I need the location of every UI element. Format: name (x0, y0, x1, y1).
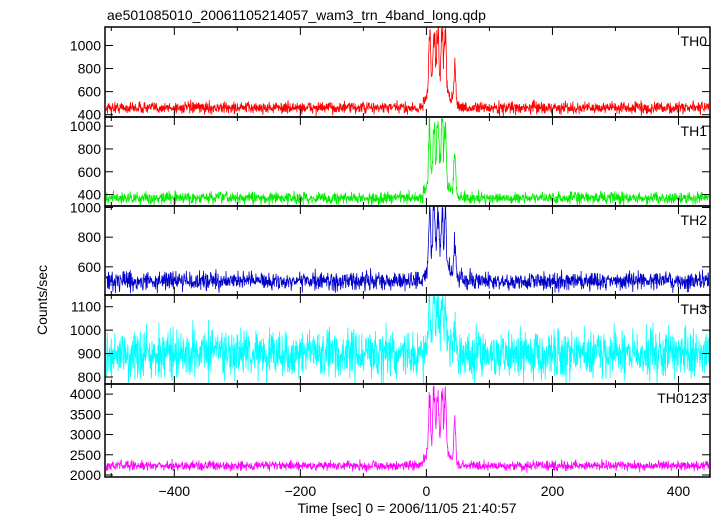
y-tick-label: 3000 (70, 427, 101, 443)
y-tick-label: 800 (78, 229, 102, 245)
y-tick-label: 900 (78, 346, 102, 362)
panels-group: 400 600 800 1000 TH0 400 600 800 1000 TH1 600 800 10… (70, 26, 711, 499)
panel-label-th3: TH3 (681, 301, 708, 317)
y-tick-label: 800 (78, 369, 102, 385)
x-tick-label: −200 (285, 483, 317, 499)
series-line-th1 (105, 116, 710, 207)
y-tick-label: 600 (78, 259, 102, 275)
panel-label-th0: TH0 (681, 33, 708, 49)
y-tick-label: 2000 (70, 467, 101, 483)
panel-frame-th0 (104, 26, 711, 118)
y-tick-label: 4000 (70, 386, 101, 402)
y-tick-label: 400 (78, 187, 102, 203)
y-tick-label: 2500 (70, 447, 101, 463)
x-tick-label: 200 (541, 483, 565, 499)
y-tick-label: 1100 (71, 299, 101, 315)
y-tick-label: 800 (78, 141, 102, 157)
y-axis-label: Counts/sec (34, 265, 50, 335)
x-tick-label: 0 (423, 483, 431, 499)
panel-label-th1: TH1 (681, 123, 708, 139)
y-tick-label: 3500 (70, 406, 101, 422)
series-line-th0 (105, 26, 710, 117)
panel-frame-th1 (104, 116, 711, 207)
y-tick-label: 1000 (70, 37, 101, 53)
x-tick-label: 400 (667, 483, 691, 499)
panel-label-th0123: TH0123 (657, 390, 707, 406)
chart-title: ae501085010_20061105214057_wam3_trn_4ban… (107, 7, 486, 23)
series-line-th3 (105, 294, 710, 385)
x-axis-label: Time [sec] 0 = 2006/11/05 21:40:57 (297, 500, 516, 516)
panel-label-th2: TH2 (681, 212, 708, 228)
y-tick-label: 1000 (70, 322, 101, 338)
series-line-th2 (105, 205, 710, 294)
series-line-th0123 (105, 385, 710, 473)
panel-frame-th0123 (104, 383, 711, 478)
y-tick-label: 600 (78, 164, 102, 180)
y-tick-label: 600 (78, 84, 102, 100)
y-tick-label: 1000 (70, 199, 101, 215)
y-tick-label: 800 (78, 61, 102, 77)
y-tick-label: 1000 (70, 118, 101, 134)
y-tick-label: 400 (78, 107, 102, 123)
x-tick-label: −400 (159, 483, 191, 499)
